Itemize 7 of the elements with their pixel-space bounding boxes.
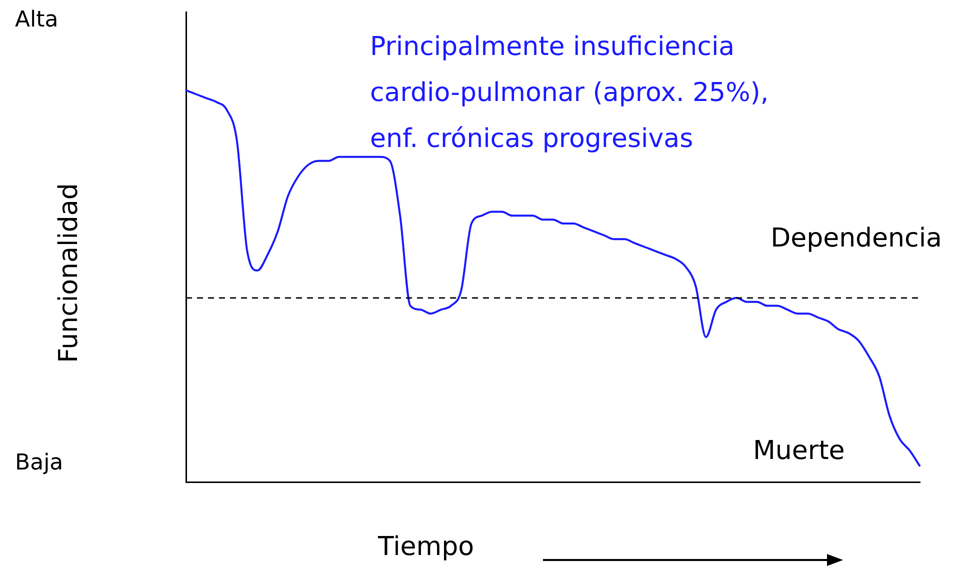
y-axis-title: Funcionalidad <box>54 183 84 363</box>
annotation: Principalmente insuficiencia cardio-pulmonar (aprox. 25%), enf. crónicas progresivas <box>370 32 769 154</box>
annotation: Muerte <box>753 436 845 466</box>
text: Baja <box>15 450 64 476</box>
ref-line-label: Dependencia <box>770 224 942 254</box>
x-axis-title: Tiempo <box>376 532 474 562</box>
text: Alta <box>15 8 58 33</box>
